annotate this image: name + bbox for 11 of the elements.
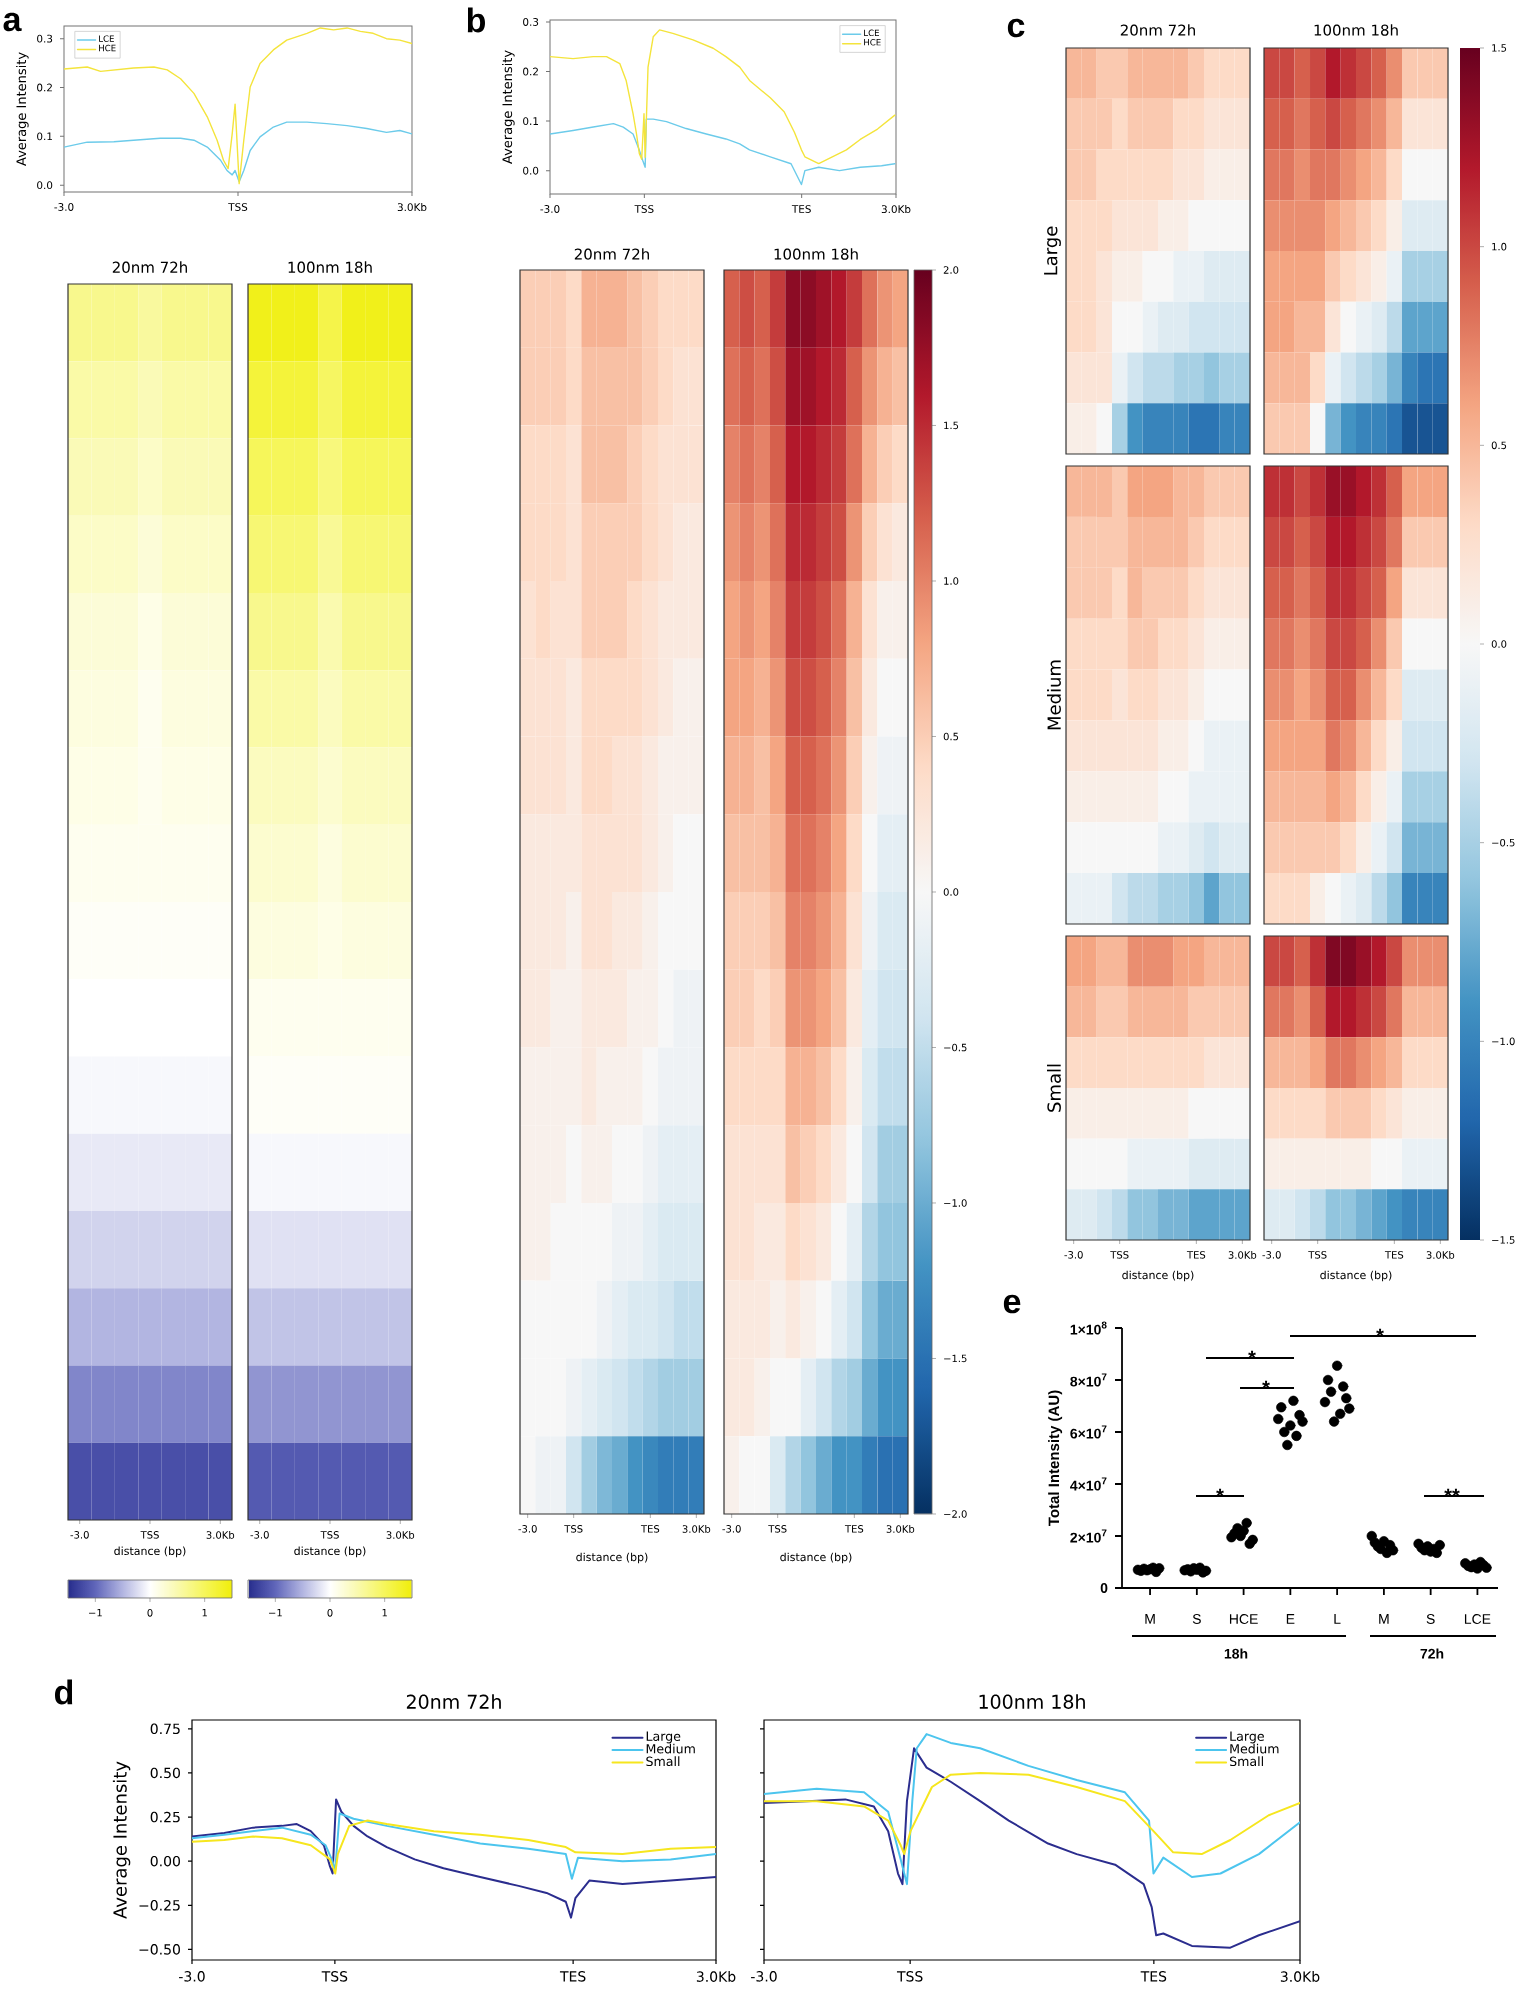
text: c — [1007, 18, 1025, 38]
text: a — [3, 12, 22, 32]
y-axis-title: Average Intensity — [112, 1761, 131, 1919]
y-axis-title: Medium — [1047, 660, 1061, 730]
y-axis-title: Large — [1044, 226, 1061, 275]
text: b — [467, 7, 485, 33]
y-axis-title: Small — [1047, 1064, 1061, 1112]
chart-title: 100nm 18h — [979, 1694, 1085, 1709]
chart-title: 20nm 72h — [406, 1694, 501, 1709]
text: e — [1003, 1294, 1021, 1314]
text: d — [55, 1679, 73, 1705]
